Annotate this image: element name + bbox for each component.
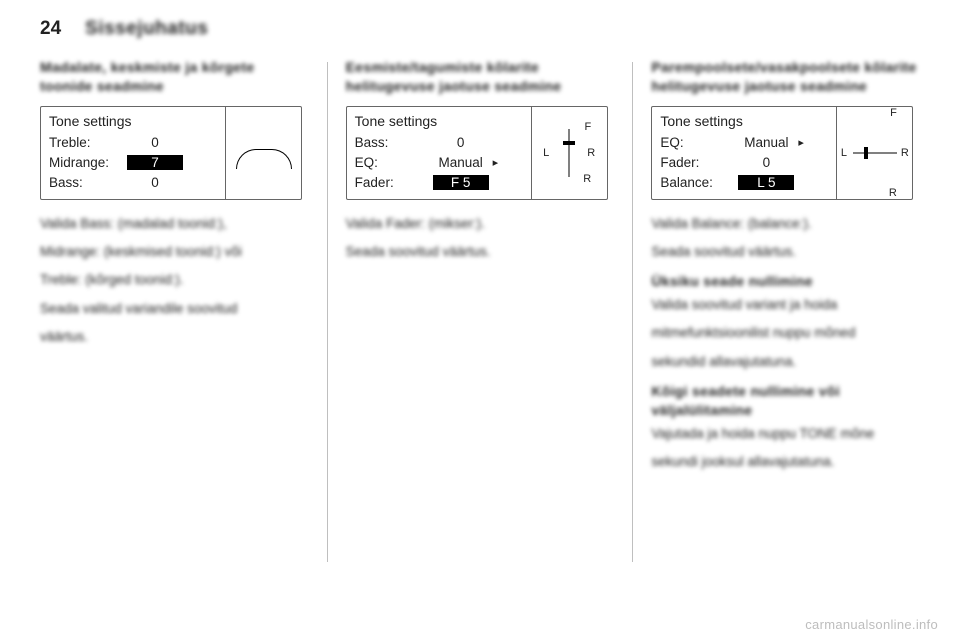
tone-graphic-bump <box>225 107 301 199</box>
body-text: sekundi jooksul allavajutatuna. <box>651 452 920 472</box>
body-text: Valida soovitud variant ja hoida <box>651 295 920 315</box>
tone-row-label: Fader: <box>355 175 433 190</box>
body-text: sekundid allavajutatuna. <box>651 352 920 372</box>
sub-heading: Üksiku seade nullimine <box>651 272 920 291</box>
column-1: Madalate, keskmiste ja kõrgete toonide s… <box>40 58 327 588</box>
slider-label-r: R <box>587 147 595 159</box>
tone-settings-box-1: Tone settings Treble:0Midrange:7Bass:0 <box>40 106 302 200</box>
body-text: Treble: (kõrged toonid:). <box>40 270 309 290</box>
tone-row-label: Bass: <box>355 135 433 150</box>
tone-row: Bass:0 <box>347 133 531 153</box>
col3-heading: Parempoolsete/vasakpoolsete kõlarite hel… <box>651 58 920 96</box>
tone-graphic-balance: F L R R <box>836 107 912 199</box>
tone-row: Midrange:7 <box>41 153 225 173</box>
arrow-right-icon: ▸ <box>493 156 499 169</box>
body-text: Seada soovitud väärtus. <box>651 242 920 262</box>
tone-rows: EQ:Manual▸Fader:0Balance:L 5 <box>652 133 836 193</box>
slider-label-r: R <box>901 147 909 159</box>
body-text: Seada valitud variandile soovitud <box>40 299 309 319</box>
body-text: Valida Balance: (balance:). <box>651 214 920 234</box>
watermark: carmanualsonline.info <box>805 617 938 632</box>
body-text: Valida Bass: (madalad toonid:), <box>40 214 309 234</box>
tone-settings-box-3: Tone settings EQ:Manual▸Fader:0Balance:L… <box>651 106 913 200</box>
tone-row-value: L 5 <box>738 175 794 190</box>
col2-heading: Eesmiste/tagumiste kõlarite helitugevuse… <box>346 58 615 96</box>
tone-row-value: 0 <box>127 175 183 190</box>
body-text: väärtus. <box>40 327 309 347</box>
slider-label-rear: R <box>583 173 591 185</box>
tone-graphic-fader: F L R R <box>531 107 607 199</box>
page-number: 24 <box>40 18 61 40</box>
arrow-right-icon: ▸ <box>798 136 804 149</box>
tone-row-label: Balance: <box>660 175 738 190</box>
tone-row-label: Midrange: <box>49 155 127 170</box>
tone-settings-box-2: Tone settings Bass:0EQ:Manual▸Fader:F 5 … <box>346 106 608 200</box>
tone-row-value: F 5 <box>433 175 489 190</box>
tone-row: Fader:F 5 <box>347 173 531 193</box>
slider-label-f: F <box>584 121 591 133</box>
tone-row: Fader:0 <box>652 153 836 173</box>
body-text: Valida Fader: (mikser:). <box>346 214 615 234</box>
tone-title: Tone settings <box>652 111 836 133</box>
tone-rows: Bass:0EQ:Manual▸Fader:F 5 <box>347 133 531 193</box>
tone-row-value: Manual <box>738 135 794 150</box>
tone-row-value: 0 <box>127 135 183 150</box>
body-text: mitmefunktsioonilist nuppu mõned <box>651 323 920 343</box>
column-2: Eesmiste/tagumiste kõlarite helitugevuse… <box>328 58 633 588</box>
column-3: Parempoolsete/vasakpoolsete kõlarite hel… <box>633 58 920 588</box>
body-text: Vajutada ja hoida nuppu TONE mõne <box>651 424 920 444</box>
tone-row-value: 7 <box>127 155 183 170</box>
slider-label-l: L <box>543 147 549 159</box>
tone-row: EQ:Manual ▸ <box>347 153 531 173</box>
col1-heading: Madalate, keskmiste ja kõrgete toonide s… <box>40 58 309 96</box>
tone-title: Tone settings <box>347 111 531 133</box>
tone-row-label: EQ: <box>355 155 433 170</box>
tone-row-value: 0 <box>738 155 794 170</box>
tone-row: Treble:0 <box>41 133 225 153</box>
tone-row: Bass:0 <box>41 173 225 193</box>
page-header: 24 Sissejuhatus <box>40 18 920 40</box>
tone-row: Balance:L 5 <box>652 173 836 193</box>
tone-row-value: 0 <box>433 135 489 150</box>
body-text: Seada soovitud väärtus. <box>346 242 615 262</box>
tone-title: Tone settings <box>41 111 225 133</box>
slider-label-l: L <box>841 147 847 159</box>
sub-heading: Kõigi seadete nullimine või väljalülitam… <box>651 382 920 420</box>
tone-row-value: Manual <box>433 155 489 170</box>
tone-row-label: Treble: <box>49 135 127 150</box>
tone-rows: Treble:0Midrange:7Bass:0 <box>41 133 225 193</box>
tone-row: EQ:Manual ▸ <box>652 133 836 153</box>
tone-row-label: Fader: <box>660 155 738 170</box>
chapter-title: Sissejuhatus <box>85 18 208 40</box>
tone-row-label: EQ: <box>660 135 738 150</box>
body-text: Midrange: (keskmised toonid:) või <box>40 242 309 262</box>
tone-row-label: Bass: <box>49 175 127 190</box>
slider-label-rear: R <box>889 187 897 199</box>
slider-label-f: F <box>890 107 897 119</box>
